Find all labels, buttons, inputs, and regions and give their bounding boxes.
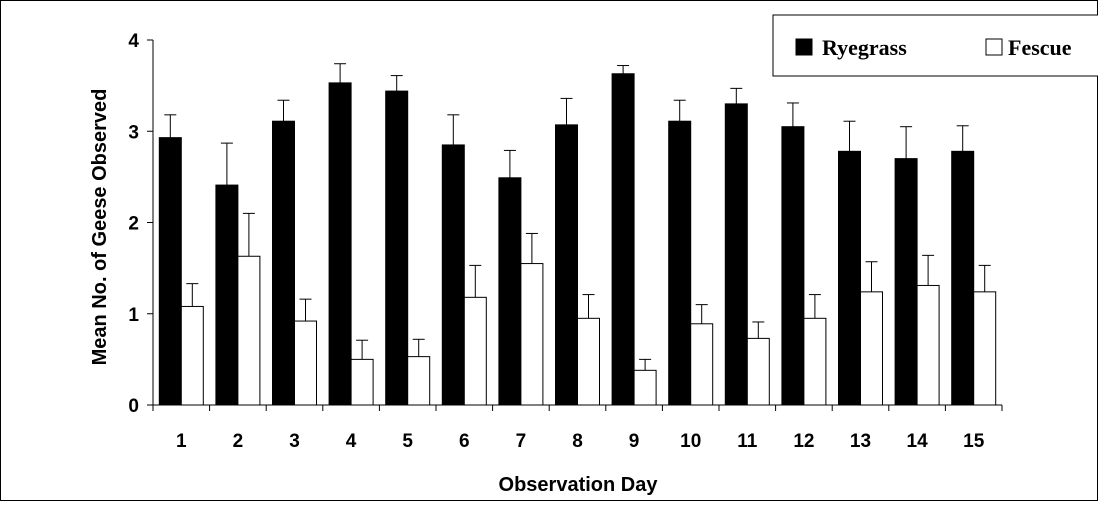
y-tick-label: 1 [128,305,139,326]
y-tick-label: 4 [128,31,139,52]
bar-fescue-day-6 [463,296,487,406]
legend-label-ryegrass: Ryegrass [822,35,907,60]
x-tick-label: 9 [629,431,640,452]
legend: Ryegrass Fescue [772,14,1098,77]
x-tick-label: 7 [516,431,527,452]
bar-ryegrass-day-5 [385,90,409,406]
x-tick-label: 4 [346,431,357,452]
x-tick-label: 13 [850,431,871,452]
bar-fescue-day-1 [180,305,204,406]
bar-ryegrass-day-9 [611,73,635,406]
bar-ryegrass-day-13 [838,150,861,406]
y-axis-title: Mean No. of Geese Observed [89,89,111,366]
bars-layer [158,63,997,406]
bar-ryegrass-day-2 [215,184,239,406]
x-tick-label: 8 [572,431,583,452]
bar-ryegrass-day-6 [441,144,465,406]
bar-ryegrass-day-14 [894,158,918,406]
bar-fescue-day-15 [973,291,997,406]
x-tick-label: 11 [737,431,758,452]
bar-fescue-day-5 [407,356,431,406]
x-tick-label: 10 [680,431,701,452]
bar-fescue-day-14 [916,284,940,406]
bar-fescue-day-13 [860,291,883,406]
x-tick-label: 14 [907,431,929,452]
bar-fescue-day-8 [577,317,600,406]
legend-box [772,14,1098,77]
x-tick-label: 6 [459,431,470,452]
x-tick-label: 15 [963,431,985,452]
bar-fescue-day-7 [520,263,544,406]
bar-ryegrass-day-10 [668,120,692,406]
legend-swatch-ryegrass [795,38,813,56]
bar-ryegrass-day-1 [158,137,182,406]
y-tick-label: 2 [128,214,139,235]
bar-fescue-day-10 [690,323,714,406]
bar-fescue-day-4 [350,358,374,406]
x-tick-label: 12 [793,431,814,452]
y-tick-label: 0 [128,396,139,417]
legend-label-fescue: Fescue [1008,35,1072,60]
bar-ryegrass-day-12 [781,126,805,406]
bar-ryegrass-day-4 [328,82,352,406]
x-tick-label: 3 [289,431,300,452]
x-axis-title: Observation Day [499,474,659,496]
bar-fescue-day-9 [633,369,657,406]
bar-ryegrass-day-3 [272,120,295,406]
x-tick-label: 5 [402,431,413,452]
x-tick-label: 1 [176,431,187,452]
bar-fescue-day-2 [237,255,261,406]
x-tick-label: 2 [233,431,244,452]
bar-fescue-day-11 [746,337,770,406]
legend-swatch-fescue [985,38,1003,56]
bar-fescue-day-12 [803,317,827,406]
bar-fescue-day-3 [294,320,317,406]
bar-ryegrass-day-7 [498,177,522,406]
bar-ryegrass-day-11 [724,103,748,406]
bar-ryegrass-day-8 [555,124,578,406]
bar-ryegrass-day-15 [951,150,975,406]
y-tick-label: 3 [128,122,139,143]
